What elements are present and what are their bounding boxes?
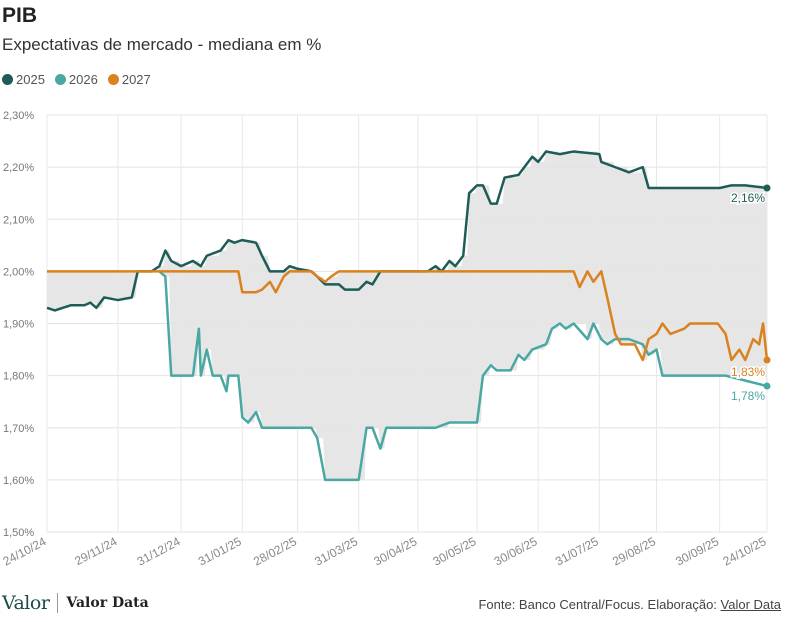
x-tick-label: 24/10/25: [721, 534, 769, 568]
end-point-2026: [763, 382, 771, 390]
x-tick-label: 29/11/24: [72, 534, 119, 568]
y-tick-label: 2,30%: [3, 110, 34, 122]
legend-item-2027[interactable]: 2027: [107, 72, 151, 87]
source-text: Fonte: Banco Central/Focus. Elaboração:: [478, 597, 721, 612]
x-tick-label: 29/08/25: [610, 534, 658, 568]
y-tick-label: 1,60%: [3, 475, 34, 487]
x-tick-label: 30/09/25: [673, 534, 721, 568]
x-tick-label: 30/04/25: [371, 534, 419, 568]
x-tick-label: 28/02/25: [251, 534, 299, 568]
x-tick-label: 31/03/25: [312, 534, 360, 568]
valor-logo: Valor Valor Data: [2, 592, 149, 614]
source-note: Fonte: Banco Central/Focus. Elaboração: …: [478, 597, 781, 612]
y-tick-label: 1,80%: [3, 371, 34, 383]
valor-logo-text: Valor: [2, 592, 50, 614]
y-tick-label: 2,20%: [3, 162, 34, 174]
x-tick-label: 31/12/24: [135, 534, 183, 568]
legend-item-2026[interactable]: 2026: [54, 72, 98, 87]
y-tick-label: 1,50%: [3, 527, 34, 539]
line-chart: 1,50% 1,60% 1,70% 1,80% 1,90% 2,00% 2,10% 2,20%…: [1, 110, 771, 569]
end-point-2027: [763, 356, 771, 364]
range-shading: [47, 151, 767, 480]
legend-item-2025[interactable]: 2025: [2, 72, 45, 87]
end-label-2026: 1,78%: [731, 389, 765, 403]
legend-label-2026: 2026: [68, 72, 98, 87]
y-tick-label: 2,00%: [3, 266, 34, 278]
valor-data-logo-text: Valor Data: [66, 595, 149, 611]
x-tick-label: 31/07/25: [553, 534, 601, 568]
legend-label-2025: 2025: [16, 72, 45, 87]
y-tick-label: 2,10%: [3, 214, 34, 226]
end-label-2027: 1,83%: [731, 365, 765, 379]
y-tick-label: 1,90%: [3, 319, 34, 331]
legend-swatch-2026: [54, 74, 66, 85]
legend-swatch-2027: [107, 74, 119, 85]
x-tick-label: 31/01/25: [196, 534, 244, 568]
end-point-2025: [763, 184, 771, 192]
series-line-2026: [158, 270, 768, 482]
legend-swatch-2025: [2, 74, 13, 85]
x-tick-label: 30/05/25: [431, 534, 479, 568]
x-tick-label: 24/10/24: [1, 534, 49, 568]
logo-divider: [57, 593, 59, 613]
legend: 2025 2026 2027: [2, 72, 151, 87]
chart-title: PIB: [2, 4, 38, 27]
series-line-2027: [47, 270, 769, 362]
end-label-2025: 2,16%: [731, 191, 765, 205]
chart-subtitle: Expectativas de mercado - mediana em %: [2, 35, 322, 54]
x-tick-label: 30/06/25: [492, 534, 540, 568]
y-tick-label: 1,70%: [3, 423, 34, 435]
source-link[interactable]: Valor Data: [720, 597, 781, 612]
legend-label-2027: 2027: [121, 72, 151, 87]
